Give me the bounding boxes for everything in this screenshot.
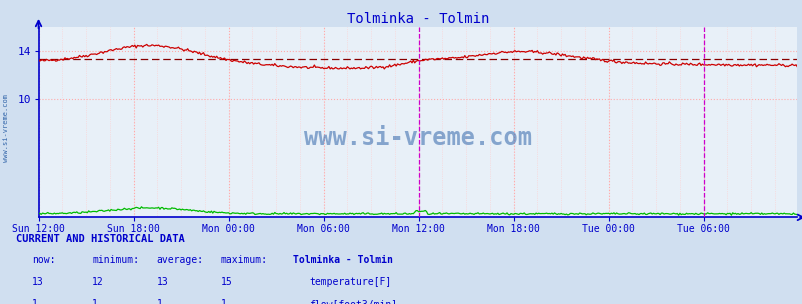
Text: 1: 1	[221, 299, 226, 304]
Text: www.si-vreme.com: www.si-vreme.com	[304, 126, 531, 150]
Text: maximum:: maximum:	[221, 255, 268, 265]
Text: 1: 1	[156, 299, 162, 304]
Text: 1: 1	[92, 299, 98, 304]
Text: Tolminka - Tolmin: Tolminka - Tolmin	[293, 255, 392, 265]
Text: temperature[F]: temperature[F]	[309, 277, 391, 287]
Text: CURRENT AND HISTORICAL DATA: CURRENT AND HISTORICAL DATA	[16, 234, 184, 244]
Text: 15: 15	[221, 277, 233, 287]
Text: www.si-vreme.com: www.si-vreme.com	[3, 94, 10, 162]
Text: 12: 12	[92, 277, 104, 287]
Text: minimum:: minimum:	[92, 255, 140, 265]
Text: now:: now:	[32, 255, 55, 265]
Text: 13: 13	[32, 277, 44, 287]
Title: Tolminka - Tolmin: Tolminka - Tolmin	[346, 12, 488, 26]
Text: 13: 13	[156, 277, 168, 287]
Text: 1: 1	[32, 299, 38, 304]
Text: average:: average:	[156, 255, 204, 265]
Text: flow[foot3/min]: flow[foot3/min]	[309, 299, 397, 304]
